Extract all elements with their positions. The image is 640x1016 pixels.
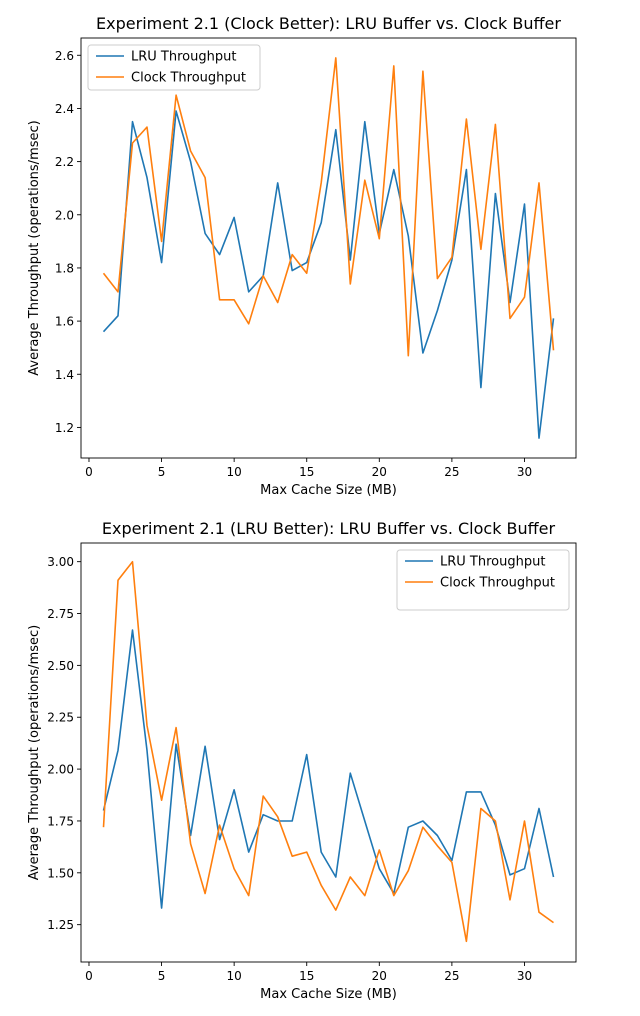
x-tick-label: 30 [517, 465, 532, 479]
plot-frame [80, 542, 577, 963]
y-axis-label: Average Throughput (operations/msec) [27, 120, 42, 375]
x-tick-label: 20 [372, 465, 387, 479]
legend-box [87, 44, 261, 91]
x-tick-label: 0 [85, 969, 93, 983]
x-tick-label: 30 [517, 969, 532, 983]
y-tick-label: 1.4 [55, 368, 74, 382]
x-tick-label: 0 [85, 465, 93, 479]
x-tick-label: 20 [372, 969, 387, 983]
y-tick-label: 1.25 [47, 918, 74, 932]
x-tick-label: 5 [158, 969, 166, 983]
x-tick-label: 15 [299, 969, 314, 983]
legend-label-clock: Clock Throughput [131, 71, 246, 86]
y-tick-label: 2.6 [55, 49, 74, 63]
x-axis-label: Max Cache Size (MB) [260, 483, 397, 498]
y-tick-label: 2.0 [55, 208, 74, 222]
legend-label-lru: LRU Throughput [440, 555, 545, 570]
y-axis-label: Average Throughput (operations/msec) [27, 625, 42, 880]
legend: LRU Throughput Clock Throughput [396, 549, 570, 611]
x-axis-label: Max Cache Size (MB) [260, 987, 397, 1002]
chart-1: Experiment 2.1 (Clock Better): LRU Buffe… [27, 14, 577, 498]
legend-box [396, 549, 570, 611]
y-tick-label: 1.2 [55, 421, 74, 435]
y-tick-label: 1.8 [55, 261, 74, 275]
series-line-lru [102, 110, 555, 439]
x-tick-label: 10 [227, 969, 242, 983]
x-tick-label: 25 [444, 969, 459, 983]
y-tick-label: 2.00 [47, 763, 74, 777]
y-tick-label: 1.75 [47, 814, 74, 828]
series-line-clock [102, 560, 554, 943]
chart-title: Experiment 2.1 (Clock Better): LRU Buffe… [96, 14, 561, 33]
y-tick-label: 2.4 [55, 102, 74, 116]
series-line-clock [102, 57, 555, 357]
chart-title: Experiment 2.1 (LRU Better): LRU Buffer … [102, 519, 556, 538]
chart-2: Experiment 2.1 (LRU Better): LRU Buffer … [27, 519, 577, 1002]
y-tick-label: 3.00 [47, 555, 74, 569]
y-tick-label: 2.50 [47, 659, 74, 673]
y-tick-label: 2.25 [47, 711, 74, 725]
legend-label-lru: LRU Throughput [131, 50, 236, 65]
y-tick-label: 2.75 [47, 607, 74, 621]
y-tick-label: 2.2 [55, 155, 74, 169]
legend: LRU Throughput Clock Throughput [87, 44, 261, 91]
x-tick-label: 25 [444, 465, 459, 479]
x-tick-label: 5 [158, 465, 166, 479]
legend-label-clock: Clock Throughput [440, 576, 555, 591]
x-tick-label: 15 [299, 465, 314, 479]
plot-frame [80, 37, 577, 459]
y-tick-label: 1.50 [47, 866, 74, 880]
y-tick-label: 1.6 [55, 315, 74, 329]
x-tick-label: 10 [227, 465, 242, 479]
series-line-lru [102, 629, 555, 909]
